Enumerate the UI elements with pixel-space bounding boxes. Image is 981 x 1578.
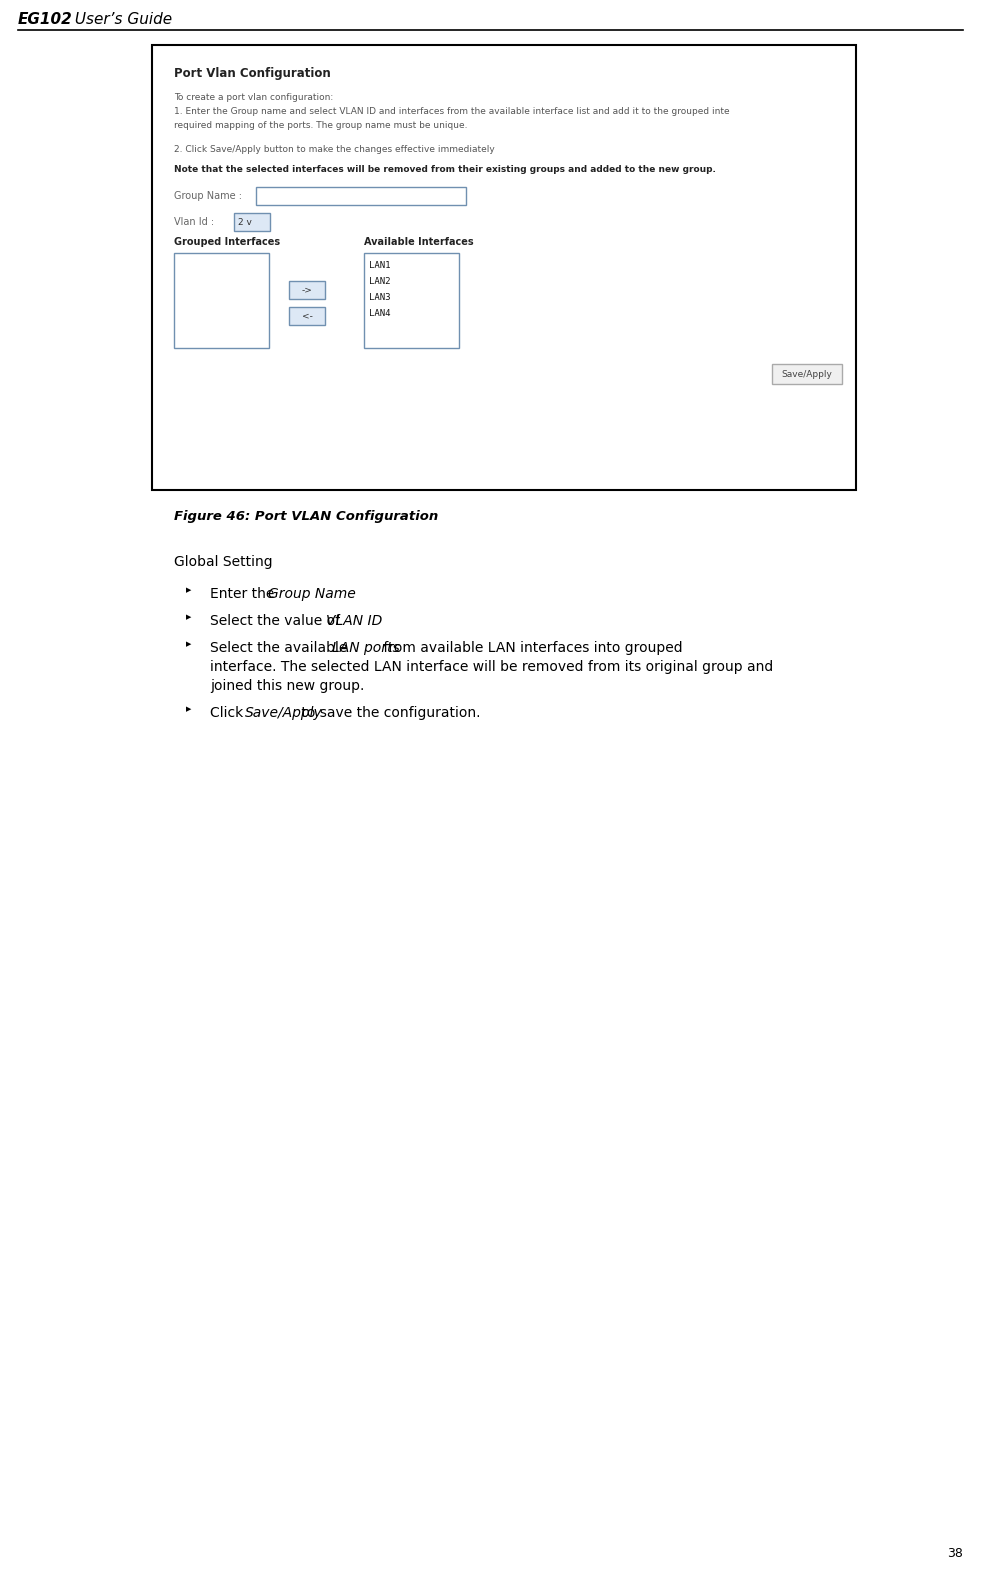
Text: Available Interfaces: Available Interfaces [364,237,474,248]
Text: Save/Apply: Save/Apply [245,705,323,720]
Bar [256,188,466,205]
Text: required mapping of the ports. The group name must be unique.: required mapping of the ports. The group… [174,122,468,129]
Text: Note that the selected interfaces will be removed from their existing groups and: Note that the selected interfaces will b… [174,166,716,174]
Text: VLAN ID: VLAN ID [326,614,383,628]
Text: joined this new group.: joined this new group. [210,679,364,693]
Text: ▶: ▶ [186,641,191,647]
Text: LAN1: LAN1 [369,260,390,270]
Text: 2. Click Save/Apply button to make the changes effective immediately: 2. Click Save/Apply button to make the c… [174,145,494,155]
Text: Select the available: Select the available [210,641,352,655]
Text: Select the value of: Select the value of [210,614,344,628]
Text: ▶: ▶ [186,587,191,593]
Text: LAN4: LAN4 [369,309,390,319]
Text: 38: 38 [947,1546,963,1561]
Bar [234,213,270,230]
Text: Save/Apply: Save/Apply [782,369,833,379]
Bar [364,252,459,349]
Text: from available LAN interfaces into grouped: from available LAN interfaces into group… [379,641,682,655]
Text: User’s Guide: User’s Guide [70,13,172,27]
Text: Figure 46: Port VLAN Configuration: Figure 46: Port VLAN Configuration [174,510,439,522]
Text: To create a port vlan configuration:: To create a port vlan configuration: [174,93,334,103]
Text: Global Setting: Global Setting [174,555,273,570]
Text: LAN2: LAN2 [369,278,390,286]
Bar [289,308,325,325]
Text: ▶: ▶ [186,614,191,620]
Text: LAN ports: LAN ports [332,641,399,655]
Text: LAN3: LAN3 [369,294,390,301]
Bar [772,365,842,383]
Text: Grouped Interfaces: Grouped Interfaces [174,237,281,248]
Text: interface. The selected LAN interface will be removed from its original group an: interface. The selected LAN interface wi… [210,660,773,674]
Text: ▶: ▶ [186,705,191,712]
Bar [174,252,269,349]
Text: Enter the: Enter the [210,587,279,601]
Text: 2 v: 2 v [238,218,252,227]
Text: Group Name: Group Name [268,587,356,601]
Text: <-: <- [301,311,312,320]
Text: 1. Enter the Group name and select VLAN ID and interfaces from the available int: 1. Enter the Group name and select VLAN … [174,107,730,117]
Bar [152,46,856,491]
Bar [289,281,325,298]
Text: Group Name :: Group Name : [174,191,242,200]
Text: to save the configuration.: to save the configuration. [297,705,481,720]
Text: Port Vlan Configuration: Port Vlan Configuration [174,66,331,80]
Text: ->: -> [301,286,312,295]
Text: EG102: EG102 [18,13,73,27]
Text: Click: Click [210,705,247,720]
Text: Vlan Id :: Vlan Id : [174,218,214,227]
